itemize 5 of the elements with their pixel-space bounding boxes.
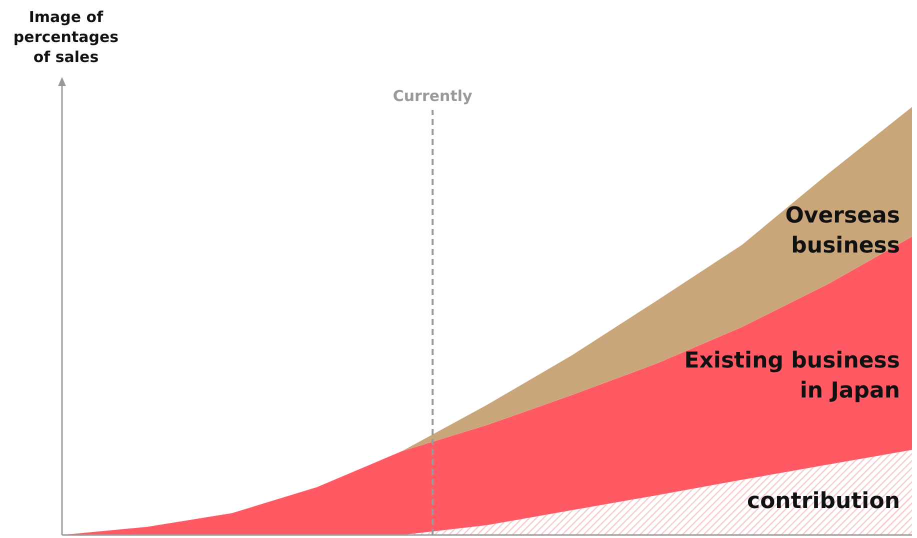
- y-axis-title: Image of percentages of sales: [13, 8, 119, 66]
- text: Currently: [392, 87, 473, 105]
- series-label: Existing business in Japan: [684, 348, 900, 404]
- series-label: Overseas business: [785, 204, 900, 259]
- series-label: contribution: [747, 488, 900, 514]
